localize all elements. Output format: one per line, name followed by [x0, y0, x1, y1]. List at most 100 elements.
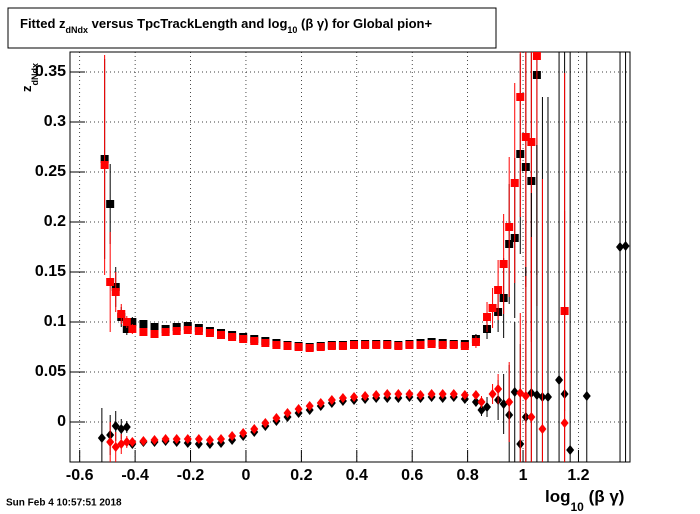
- marker: [438, 389, 447, 399]
- marker: [350, 341, 359, 349]
- label-part: dNdx: [30, 63, 40, 86]
- marker: [532, 52, 541, 60]
- x-tick-label: -0.4: [121, 467, 149, 484]
- marker: [183, 326, 192, 334]
- marker: [294, 343, 303, 351]
- marker: [217, 434, 226, 444]
- marker: [250, 337, 259, 345]
- marker: [111, 288, 120, 296]
- marker: [394, 389, 403, 399]
- marker: [194, 434, 203, 444]
- marker: [106, 200, 115, 208]
- marker: [394, 342, 403, 350]
- marker: [117, 310, 126, 318]
- x-tick-label: 0.6: [401, 467, 423, 484]
- marker: [416, 341, 425, 349]
- marker: [621, 241, 630, 251]
- title-box: [7, 7, 497, 49]
- marker: [161, 434, 170, 444]
- marker: [427, 389, 436, 399]
- plot-frame: [69, 51, 631, 463]
- marker: [128, 318, 137, 326]
- marker: [261, 418, 270, 428]
- marker: [272, 341, 281, 349]
- marker: [150, 435, 159, 445]
- x-tick-label: 0.4: [346, 467, 368, 484]
- marker: [527, 412, 536, 422]
- marker: [350, 392, 359, 402]
- marker: [228, 431, 237, 441]
- label-part: z: [19, 85, 34, 92]
- marker: [194, 327, 203, 335]
- marker: [327, 342, 336, 350]
- marker: [172, 434, 181, 444]
- marker: [228, 333, 237, 341]
- marker: [510, 387, 519, 397]
- marker: [172, 327, 181, 335]
- marker: [205, 435, 214, 445]
- marker: [438, 341, 447, 349]
- marker: [543, 392, 552, 402]
- marker: [449, 341, 458, 349]
- marker: [305, 344, 314, 352]
- y-tick-label: 0.3: [44, 113, 66, 130]
- label-part: (β γ): [584, 487, 625, 506]
- marker: [327, 395, 336, 405]
- marker: [483, 402, 492, 412]
- marker: [250, 424, 259, 434]
- x-tick-label: -0.2: [177, 467, 205, 484]
- marker: [560, 418, 569, 428]
- marker: [316, 398, 325, 408]
- y-tick-label: 0.2: [44, 213, 66, 230]
- marker: [488, 389, 497, 399]
- x-tick-label: 0: [241, 467, 250, 484]
- marker: [122, 325, 131, 333]
- marker: [338, 342, 347, 350]
- marker: [494, 286, 503, 294]
- title-part: Fitted z: [20, 16, 66, 31]
- marker: [566, 445, 575, 455]
- marker: [106, 437, 115, 447]
- marker: [239, 428, 248, 438]
- y-tick-label: 0.25: [35, 163, 66, 180]
- marker: [361, 391, 370, 401]
- marker: [477, 397, 486, 407]
- x-tick-label: -0.6: [66, 467, 94, 484]
- marker: [106, 278, 115, 286]
- y-tick-label: 0.05: [35, 363, 66, 380]
- x-tick-label: 1: [519, 467, 528, 484]
- marker: [516, 93, 525, 101]
- marker: [405, 341, 414, 349]
- marker: [338, 393, 347, 403]
- marker: [427, 340, 436, 348]
- marker: [555, 375, 564, 385]
- marker: [161, 328, 170, 336]
- label-part: 10: [571, 500, 585, 514]
- marker: [183, 434, 192, 444]
- marker: [217, 331, 226, 339]
- marker: [122, 422, 131, 432]
- marker: [416, 390, 425, 400]
- marker: [383, 389, 392, 399]
- label-part: log: [545, 487, 571, 506]
- title-part: versus TpcTrackLength and log: [88, 16, 287, 31]
- y-tick-label: 0.35: [35, 63, 66, 80]
- marker: [261, 339, 270, 347]
- marker: [449, 389, 458, 399]
- marker: [139, 328, 148, 336]
- x-tick-label: 0.2: [290, 467, 312, 484]
- marker: [405, 389, 414, 399]
- marker: [521, 391, 530, 401]
- title-part: dNdx: [66, 25, 89, 35]
- marker: [488, 304, 497, 312]
- marker: [150, 323, 159, 331]
- marker: [494, 384, 503, 394]
- marker: [505, 223, 514, 231]
- title-part: (β γ) for Global pion+: [297, 16, 432, 31]
- marker: [97, 433, 106, 443]
- marker: [616, 242, 625, 252]
- marker: [239, 335, 248, 343]
- y-tick-label: 0.15: [35, 263, 66, 280]
- marker: [471, 397, 480, 407]
